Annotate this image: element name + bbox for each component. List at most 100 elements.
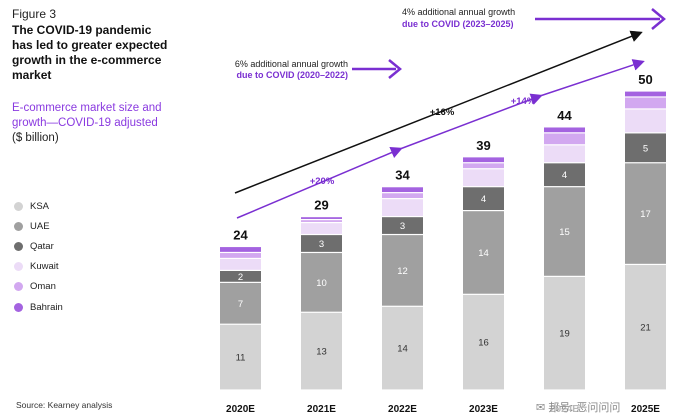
annotation-arrow2-line1: 4% additional annual growth bbox=[402, 7, 515, 17]
total-label-2025e: 50 bbox=[638, 72, 652, 87]
legend-swatch-ksa bbox=[14, 201, 23, 211]
total-label-2022e: 34 bbox=[395, 168, 410, 183]
total-label-2024e: 44 bbox=[557, 108, 572, 123]
x-tick-label-2021e: 2021E bbox=[307, 404, 336, 415]
bar-qatar-2022e bbox=[382, 217, 423, 234]
bar-bahrain-2022e bbox=[382, 187, 423, 193]
bar-bahrain-2025e bbox=[625, 91, 666, 97]
trend-line-purple-mid bbox=[399, 93, 543, 150]
trend-line-black bbox=[234, 30, 643, 194]
x-tick-label-2025e: 2025E bbox=[631, 404, 660, 415]
annotation-arrow1-head bbox=[388, 59, 402, 79]
bar-ksa-2022e bbox=[382, 306, 423, 390]
data-label-qatar: 3 bbox=[400, 221, 405, 232]
legend-label: UAE bbox=[30, 220, 50, 232]
x-tick-label-2022e: 2022E bbox=[388, 404, 417, 415]
bar-ksa-2020e bbox=[220, 324, 261, 390]
data-label-uae: 7 bbox=[238, 299, 243, 310]
trend-label-black: +16% bbox=[430, 107, 455, 118]
legend-label: Oman bbox=[30, 281, 56, 293]
bar-bahrain-2024e bbox=[544, 127, 585, 133]
legend-swatch-uae bbox=[14, 221, 23, 231]
bar-qatar-2020e bbox=[220, 271, 261, 282]
subheading-text: E-commerce market size and growth—COVID-… bbox=[12, 102, 162, 129]
data-label-qatar: 4 bbox=[562, 170, 567, 181]
legend-item-bahrain: Bahrain bbox=[14, 297, 63, 317]
trend-label-purple-late: +14% bbox=[511, 96, 536, 107]
bar-qatar-2021e bbox=[301, 235, 342, 252]
legend-label: Qatar bbox=[30, 240, 54, 252]
chart-headline: The COVID-19 pandemic has led to greater… bbox=[12, 23, 168, 82]
data-label-uae: 10 bbox=[316, 278, 327, 289]
data-label-ksa: 14 bbox=[397, 344, 408, 355]
bar-bahrain-2021e bbox=[301, 217, 342, 219]
bar-ksa-2025e bbox=[625, 265, 666, 390]
annotation-arrow2-head bbox=[651, 8, 666, 30]
bar-qatar-2025e bbox=[625, 133, 666, 163]
bar-oman-2024e bbox=[544, 133, 585, 145]
legend-label: KSA bbox=[30, 200, 50, 212]
bar-kuwait-2021e bbox=[301, 223, 342, 234]
bar-oman-2022e bbox=[382, 193, 423, 199]
bar-uae-2022e bbox=[382, 235, 423, 306]
annotation-arrow2-line2: due to COVID (2023–2025) bbox=[402, 19, 514, 29]
bar-oman-2021e bbox=[301, 220, 342, 222]
bar-qatar-2023e bbox=[463, 187, 504, 210]
legend: KSA UAE Qatar Kuwait Oman Bahrain bbox=[14, 196, 63, 317]
source-note: Source: Kearney analysis bbox=[16, 400, 113, 410]
bar-qatar-2024e bbox=[544, 163, 585, 187]
bar-kuwait-2024e bbox=[544, 145, 585, 163]
legend-swatch-qatar bbox=[14, 241, 23, 251]
bar-oman-2020e bbox=[220, 253, 261, 258]
trend-label-purple-early: +20% bbox=[310, 176, 335, 187]
data-label-uae: 15 bbox=[559, 227, 570, 238]
bar-ksa-2021e bbox=[301, 312, 342, 390]
figure-label: Figure 3 bbox=[12, 7, 57, 21]
legend-item-qatar: Qatar bbox=[14, 236, 63, 256]
data-label-qatar: 3 bbox=[319, 239, 324, 250]
annotation-arrow1-line2: due to COVID (2020–2022) bbox=[236, 70, 348, 80]
data-label-ksa: 13 bbox=[316, 347, 327, 358]
unit-label: ($ billion) bbox=[12, 132, 59, 144]
legend-swatch-oman bbox=[14, 282, 23, 292]
data-label-qatar: 4 bbox=[481, 194, 486, 205]
data-label-uae: 17 bbox=[640, 209, 651, 220]
legend-swatch-bahrain bbox=[14, 302, 23, 312]
data-label-uae: 14 bbox=[478, 248, 489, 259]
chart-subheading: E-commerce market size and growth—COVID-… bbox=[12, 101, 172, 146]
bar-ksa-2024e bbox=[544, 276, 585, 390]
bar-bahrain-2020e bbox=[220, 247, 261, 252]
total-label-2020e: 24 bbox=[233, 227, 248, 242]
bar-uae-2024e bbox=[544, 187, 585, 276]
total-label-2023e: 39 bbox=[476, 138, 490, 153]
trend-line-purple-early bbox=[236, 146, 403, 219]
trend-line-purple-late bbox=[539, 59, 645, 97]
bar-uae-2025e bbox=[625, 163, 666, 264]
bar-kuwait-2023e bbox=[463, 169, 504, 187]
data-label-ksa: 16 bbox=[478, 338, 489, 349]
x-tick-label-2020e: 2020E bbox=[226, 404, 255, 415]
x-tick-label-2023e: 2023E bbox=[469, 404, 498, 415]
data-label-ksa: 21 bbox=[640, 323, 651, 334]
bar-oman-2023e bbox=[463, 163, 504, 169]
data-label-qatar: 2 bbox=[238, 272, 243, 283]
data-label-qatar: 5 bbox=[643, 143, 648, 154]
title-block: Figure 3 The COVID-19 pandemic has led t… bbox=[12, 6, 172, 146]
bar-ksa-2023e bbox=[463, 294, 504, 390]
legend-item-ksa: KSA bbox=[14, 196, 63, 216]
bar-kuwait-2020e bbox=[220, 259, 261, 270]
bar-kuwait-2025e bbox=[625, 109, 666, 133]
bar-uae-2023e bbox=[463, 211, 504, 294]
total-label-2021e: 29 bbox=[314, 198, 328, 213]
legend-swatch-kuwait bbox=[14, 262, 23, 272]
data-label-ksa: 19 bbox=[559, 329, 570, 340]
bar-uae-2020e bbox=[220, 282, 261, 324]
bar-uae-2021e bbox=[301, 253, 342, 312]
legend-label: Kuwait bbox=[30, 261, 59, 273]
legend-item-kuwait: Kuwait bbox=[14, 257, 63, 277]
bar-kuwait-2022e bbox=[382, 199, 423, 216]
bar-bahrain-2023e bbox=[463, 157, 504, 163]
legend-item-uae: UAE bbox=[14, 216, 63, 236]
data-label-ksa: 11 bbox=[236, 353, 246, 364]
